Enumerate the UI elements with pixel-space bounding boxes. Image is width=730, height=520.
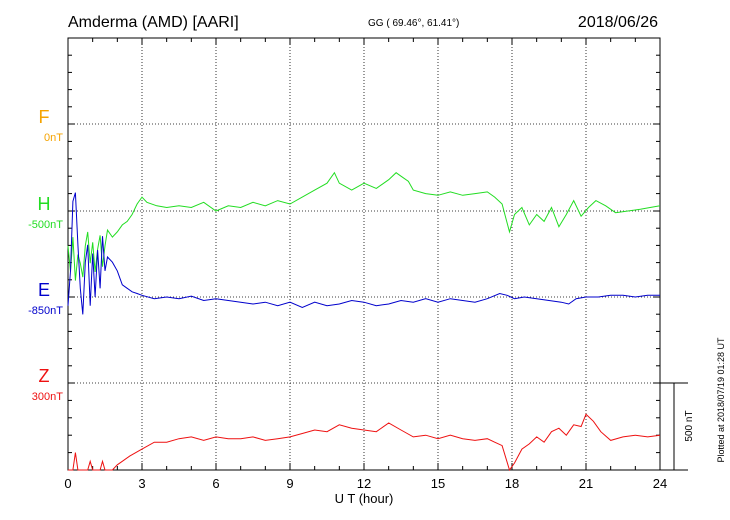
channel-name-F: F xyxy=(39,107,50,127)
series-lines xyxy=(67,171,661,472)
channel-baseline-H: -500nT xyxy=(28,219,63,231)
x-tick-label-12: 12 xyxy=(357,476,371,491)
series-line-Z xyxy=(68,413,661,472)
channel-name-H: H xyxy=(38,194,51,214)
channel-name-E: E xyxy=(38,280,50,300)
x-tick-label-0: 0 xyxy=(64,476,71,491)
x-tick-label-24: 24 xyxy=(653,476,667,491)
x-axis: 0 3 6 9 12 15 18 21 24 xyxy=(64,38,667,491)
channel-labels: F 0nT H -500nT E -850nT Z 300nT xyxy=(28,107,63,403)
grid-lines xyxy=(68,38,660,470)
x-tick-label-6: 6 xyxy=(212,476,219,491)
series-line-E xyxy=(67,192,660,315)
x-tick-label-21: 21 xyxy=(579,476,593,491)
plot-timestamp: Plotted at 2018/07/19 01:28 UT xyxy=(716,337,726,463)
x-tick-label-15: 15 xyxy=(431,476,445,491)
series-line-H xyxy=(67,171,661,281)
x-tick-label-9: 9 xyxy=(286,476,293,491)
channel-baseline-F: 0nT xyxy=(44,132,63,144)
channel-baseline-Z: 300nT xyxy=(32,391,63,403)
x-tick-label-18: 18 xyxy=(505,476,519,491)
chart-date: 2018/06/26 xyxy=(578,14,658,31)
scale-bar-label: 500 nT xyxy=(684,410,695,441)
station-title: Amderma (AMD) [AARI] xyxy=(68,14,239,31)
x-tick-label-3: 3 xyxy=(138,476,145,491)
x-axis-label: U T (hour) xyxy=(335,491,394,506)
geo-coords: GG ( 69.46°, 61.41°) xyxy=(368,18,459,29)
channel-name-Z: Z xyxy=(39,366,50,386)
scale-bar: 500 nT xyxy=(660,382,695,471)
channel-baseline-E: -850nT xyxy=(28,305,63,317)
